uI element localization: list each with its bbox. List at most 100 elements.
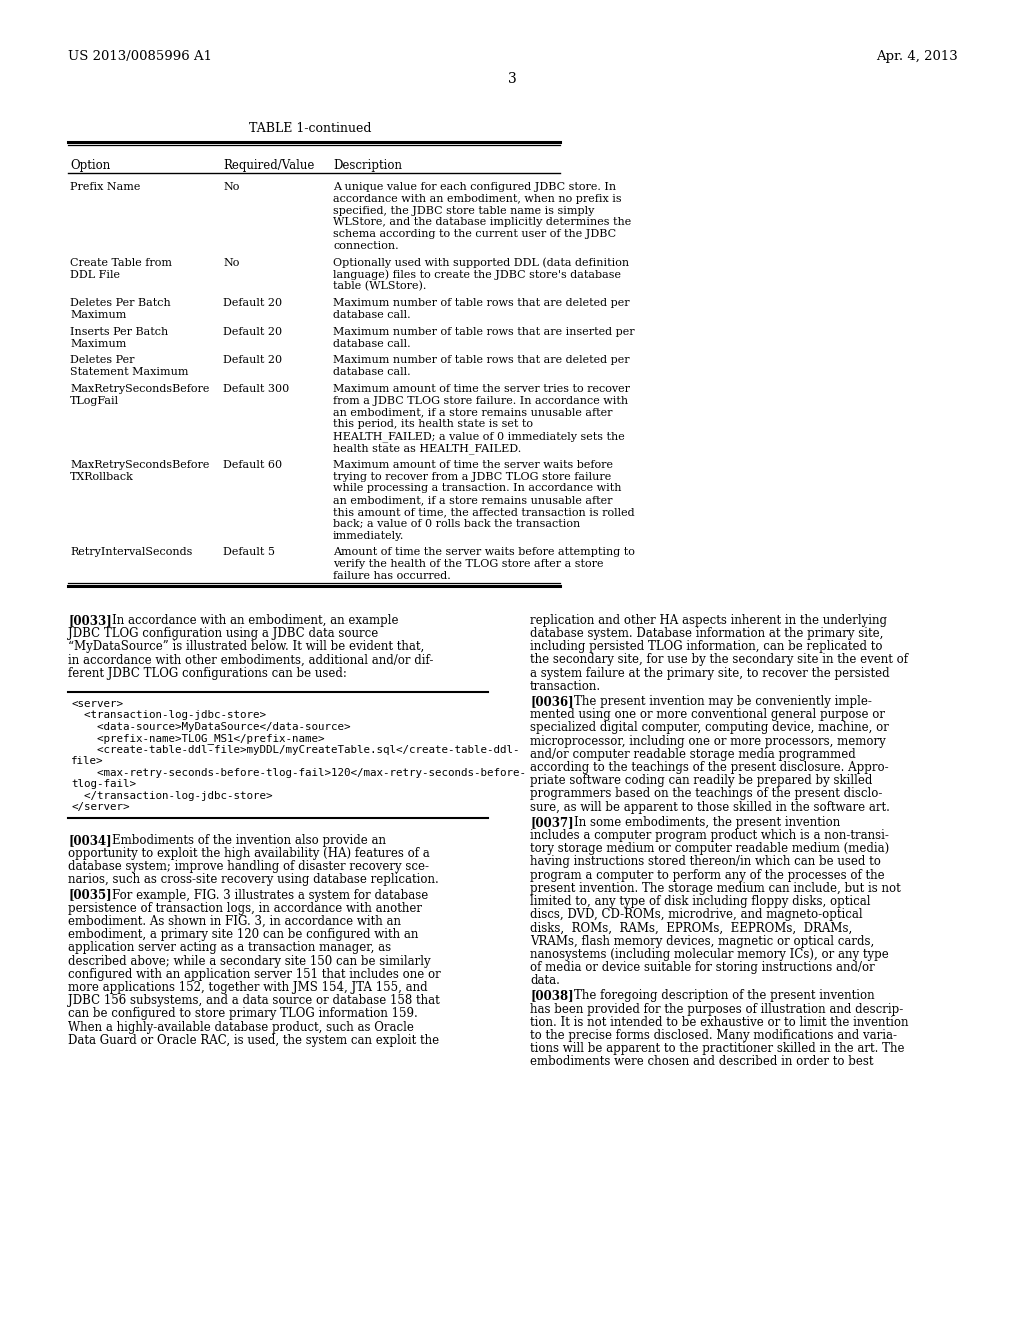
Text: Prefix Name: Prefix Name — [70, 182, 140, 191]
Text: table (WLStore).: table (WLStore). — [333, 281, 426, 292]
Text: tions will be apparent to the practitioner skilled in the art. The: tions will be apparent to the practition… — [530, 1043, 904, 1055]
Text: failure has occurred.: failure has occurred. — [333, 572, 451, 581]
Text: Deletes Per: Deletes Per — [70, 355, 134, 366]
Text: ferent JDBC TLOG configurations can be used:: ferent JDBC TLOG configurations can be u… — [68, 667, 347, 680]
Text: MaxRetrySecondsBefore: MaxRetrySecondsBefore — [70, 459, 209, 470]
Text: accordance with an embodiment, when no prefix is: accordance with an embodiment, when no p… — [333, 194, 622, 203]
Text: [0035]: [0035] — [68, 888, 112, 902]
Text: Option: Option — [70, 158, 111, 172]
Text: in accordance with other embodiments, additional and/or dif-: in accordance with other embodiments, ad… — [68, 653, 433, 667]
Text: database call.: database call. — [333, 367, 411, 378]
Text: while processing a transaction. In accordance with: while processing a transaction. In accor… — [333, 483, 622, 494]
Text: has been provided for the purposes of illustration and descrip-: has been provided for the purposes of il… — [530, 1003, 903, 1015]
Text: <create-table-ddl-file>myDDL/myCreateTable.sql</create-table-ddl-: <create-table-ddl-file>myDDL/myCreateTab… — [71, 744, 519, 755]
Text: MaxRetrySecondsBefore: MaxRetrySecondsBefore — [70, 384, 209, 393]
Text: Deletes Per Batch: Deletes Per Batch — [70, 298, 171, 308]
Text: JDBC 156 subsystems, and a data source or database 158 that: JDBC 156 subsystems, and a data source o… — [68, 994, 439, 1007]
Text: Inserts Per Batch: Inserts Per Batch — [70, 327, 168, 337]
Text: an embodiment, if a store remains unusable after: an embodiment, if a store remains unusab… — [333, 495, 612, 506]
Text: [0034]: [0034] — [68, 834, 112, 847]
Text: RetryIntervalSeconds: RetryIntervalSeconds — [70, 548, 193, 557]
Text: back; a value of 0 rolls back the transaction: back; a value of 0 rolls back the transa… — [333, 519, 581, 529]
Text: including persisted TLOG information, can be replicated to: including persisted TLOG information, ca… — [530, 640, 883, 653]
Text: Data Guard or Oracle RAC, is used, the system can exploit the: Data Guard or Oracle RAC, is used, the s… — [68, 1034, 439, 1047]
Text: this amount of time, the affected transaction is rolled: this amount of time, the affected transa… — [333, 507, 635, 517]
Text: opportunity to exploit the high availability (HA) features of a: opportunity to exploit the high availabi… — [68, 847, 430, 861]
Text: connection.: connection. — [333, 242, 398, 251]
Text: health state as HEALTH_FAILED.: health state as HEALTH_FAILED. — [333, 444, 521, 454]
Text: transaction.: transaction. — [530, 680, 601, 693]
Text: Default 5: Default 5 — [223, 548, 275, 557]
Text: The present invention may be conveniently imple-: The present invention may be convenientl… — [574, 696, 871, 708]
Text: database system. Database information at the primary site,: database system. Database information at… — [530, 627, 884, 640]
Text: Default 300: Default 300 — [223, 384, 289, 393]
Text: <server>: <server> — [71, 698, 123, 709]
Text: Maximum number of table rows that are deleted per: Maximum number of table rows that are de… — [333, 355, 630, 366]
Text: Embodiments of the invention also provide an: Embodiments of the invention also provid… — [112, 834, 386, 847]
Text: embodiments were chosen and described in order to best: embodiments were chosen and described in… — [530, 1056, 873, 1068]
Text: specified, the JDBC store table name is simply: specified, the JDBC store table name is … — [333, 206, 594, 215]
Text: having instructions stored thereon/in which can be used to: having instructions stored thereon/in wh… — [530, 855, 881, 869]
Text: programmers based on the teachings of the present disclo-: programmers based on the teachings of th… — [530, 788, 883, 800]
Text: TXRollback: TXRollback — [70, 471, 134, 482]
Text: <prefix-name>TLOG_MS1</prefix-name>: <prefix-name>TLOG_MS1</prefix-name> — [71, 734, 325, 744]
Text: Maximum amount of time the server tries to recover: Maximum amount of time the server tries … — [333, 384, 630, 393]
Text: disks,  ROMs,  RAMs,  EPROMs,  EEPROMs,  DRAMs,: disks, ROMs, RAMs, EPROMs, EEPROMs, DRAM… — [530, 921, 852, 935]
Text: to the precise forms disclosed. Many modifications and varia-: to the precise forms disclosed. Many mod… — [530, 1030, 897, 1041]
Text: embodiment, a primary site 120 can be configured with an: embodiment, a primary site 120 can be co… — [68, 928, 419, 941]
Text: TABLE 1-continued: TABLE 1-continued — [249, 121, 372, 135]
Text: trying to recover from a JDBC TLOG store failure: trying to recover from a JDBC TLOG store… — [333, 471, 611, 482]
Text: described above; while a secondary site 150 can be similarly: described above; while a secondary site … — [68, 954, 431, 968]
Text: <data-source>MyDataSource</data-source>: <data-source>MyDataSource</data-source> — [71, 722, 350, 731]
Text: Amount of time the server waits before attempting to: Amount of time the server waits before a… — [333, 548, 635, 557]
Text: For example, FIG. 3 illustrates a system for database: For example, FIG. 3 illustrates a system… — [112, 888, 428, 902]
Text: this period, its health state is set to: this period, its health state is set to — [333, 420, 534, 429]
Text: Maximum number of table rows that are deleted per: Maximum number of table rows that are de… — [333, 298, 630, 308]
Text: specialized digital computer, computing device, machine, or: specialized digital computer, computing … — [530, 722, 889, 734]
Text: HEALTH_FAILED; a value of 0 immediately sets the: HEALTH_FAILED; a value of 0 immediately … — [333, 432, 625, 442]
Text: TLogFail: TLogFail — [70, 396, 119, 405]
Text: Required/Value: Required/Value — [223, 158, 314, 172]
Text: In some embodiments, the present invention: In some embodiments, the present inventi… — [574, 816, 841, 829]
Text: nanosystems (including molecular memory ICs), or any type: nanosystems (including molecular memory … — [530, 948, 889, 961]
Text: No: No — [223, 182, 240, 191]
Text: The foregoing description of the present invention: The foregoing description of the present… — [574, 990, 874, 1002]
Text: No: No — [223, 257, 240, 268]
Text: When a highly-available database product, such as Oracle: When a highly-available database product… — [68, 1020, 414, 1034]
Text: tory storage medium or computer readable medium (media): tory storage medium or computer readable… — [530, 842, 889, 855]
Text: replication and other HA aspects inherent in the underlying: replication and other HA aspects inheren… — [530, 614, 887, 627]
Text: mented using one or more conventional general purpose or: mented using one or more conventional ge… — [530, 709, 885, 721]
Text: database call.: database call. — [333, 339, 411, 348]
Text: microprocessor, including one or more processors, memory: microprocessor, including one or more pr… — [530, 735, 886, 747]
Text: Default 20: Default 20 — [223, 355, 283, 366]
Text: can be configured to store primary TLOG information 159.: can be configured to store primary TLOG … — [68, 1007, 418, 1020]
Text: Statement Maximum: Statement Maximum — [70, 367, 188, 378]
Text: </server>: </server> — [71, 803, 129, 812]
Text: [0033]: [0033] — [68, 614, 112, 627]
Text: persistence of transaction logs, in accordance with another: persistence of transaction logs, in acco… — [68, 902, 422, 915]
Text: application server acting as a transaction manager, as: application server acting as a transacti… — [68, 941, 391, 954]
Text: priate software coding can readily be prepared by skilled: priate software coding can readily be pr… — [530, 775, 872, 787]
Text: Optionally used with supported DDL (data definition: Optionally used with supported DDL (data… — [333, 257, 629, 268]
Text: discs, DVD, CD-ROMs, microdrive, and magneto-optical: discs, DVD, CD-ROMs, microdrive, and mag… — [530, 908, 862, 921]
Text: database call.: database call. — [333, 310, 411, 319]
Text: schema according to the current user of the JDBC: schema according to the current user of … — [333, 230, 616, 239]
Text: Default 20: Default 20 — [223, 327, 283, 337]
Text: and/or computer readable storage media programmed: and/or computer readable storage media p… — [530, 748, 856, 760]
Text: according to the teachings of the present disclosure. Appro-: according to the teachings of the presen… — [530, 762, 889, 774]
Text: file>: file> — [71, 756, 103, 767]
Text: narios, such as cross-site recovery using database replication.: narios, such as cross-site recovery usin… — [68, 874, 438, 887]
Text: DDL File: DDL File — [70, 269, 120, 280]
Text: A unique value for each configured JDBC store. In: A unique value for each configured JDBC … — [333, 182, 616, 191]
Text: sure, as will be apparent to those skilled in the software art.: sure, as will be apparent to those skill… — [530, 801, 890, 813]
Text: immediately.: immediately. — [333, 531, 404, 541]
Text: an embodiment, if a store remains unusable after: an embodiment, if a store remains unusab… — [333, 408, 612, 417]
Text: of media or device suitable for storing instructions and/or: of media or device suitable for storing … — [530, 961, 874, 974]
Text: <transaction-log-jdbc-store>: <transaction-log-jdbc-store> — [71, 710, 266, 721]
Text: WLStore, and the database implicitly determines the: WLStore, and the database implicitly det… — [333, 218, 631, 227]
Text: Maximum: Maximum — [70, 310, 126, 319]
Text: the secondary site, for use by the secondary site in the event of: the secondary site, for use by the secon… — [530, 653, 908, 667]
Text: [0038]: [0038] — [530, 990, 573, 1002]
Text: <max-retry-seconds-before-tlog-fail>120</max-retry-seconds-before-: <max-retry-seconds-before-tlog-fail>120<… — [71, 768, 526, 777]
Text: Default 20: Default 20 — [223, 298, 283, 308]
